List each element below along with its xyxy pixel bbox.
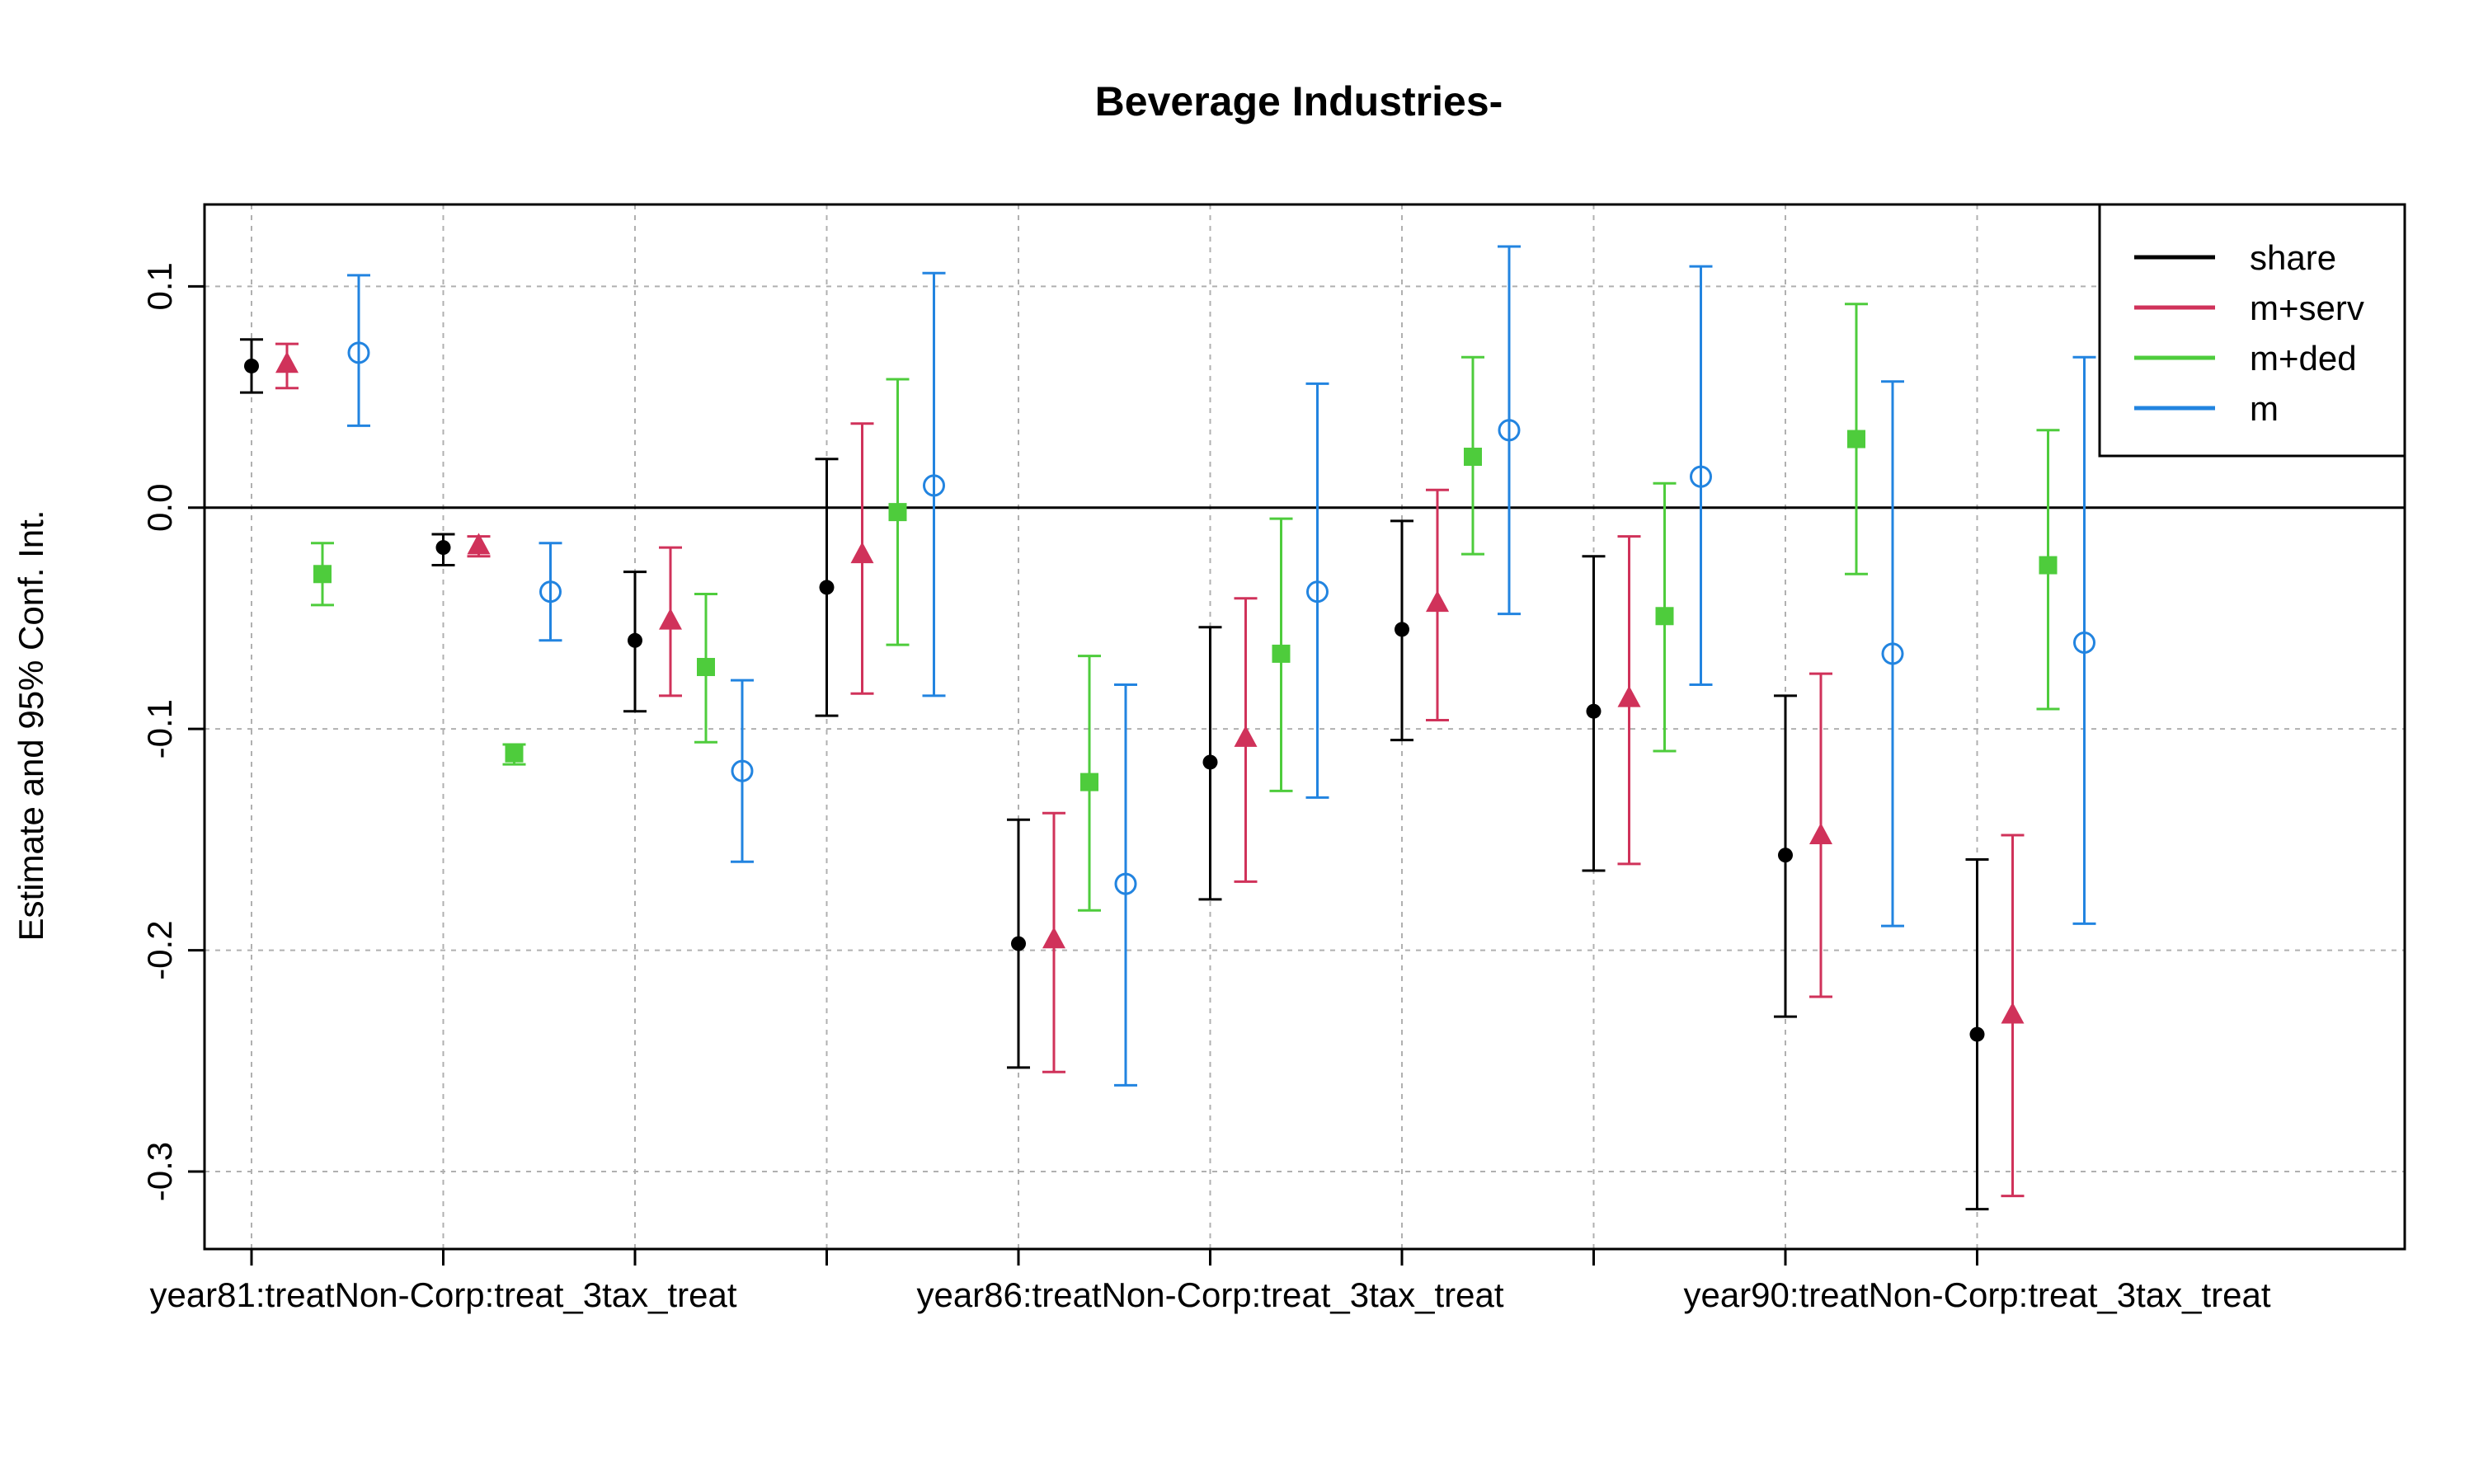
series-m-ded xyxy=(311,303,2060,912)
series-m xyxy=(347,245,2096,1087)
point-marker xyxy=(539,580,562,603)
legend-item-share: share xyxy=(2134,238,2336,277)
y-tick-label: -0.2 xyxy=(140,920,179,979)
legend-item-m: m xyxy=(2134,389,2279,428)
point-marker xyxy=(697,658,715,677)
point-marker xyxy=(923,474,945,497)
point-marker xyxy=(505,744,524,763)
point-marker xyxy=(1234,725,1258,747)
y-tick-label: 0.1 xyxy=(140,262,179,310)
point-marker xyxy=(2073,631,2095,654)
point-marker xyxy=(1011,936,1026,951)
point-marker xyxy=(1306,580,1329,603)
point-marker xyxy=(1586,703,1602,719)
point-marker xyxy=(850,542,874,564)
point-marker xyxy=(1778,848,1793,863)
point-marker xyxy=(275,351,299,373)
point-marker xyxy=(467,533,491,555)
legend-item-m-ded: m+ded xyxy=(2134,339,2357,378)
point-marker xyxy=(2001,1002,2025,1024)
point-marker xyxy=(347,341,370,364)
point-marker xyxy=(1809,823,1832,845)
point-marker xyxy=(1042,927,1065,949)
point-marker xyxy=(659,608,682,630)
point-marker xyxy=(888,503,907,522)
point-marker xyxy=(1690,465,1712,488)
grid-layer xyxy=(205,204,2405,1249)
y-tick-label: -0.1 xyxy=(140,699,179,758)
chart-title: Beverage Industries- xyxy=(1095,78,1503,124)
point-marker xyxy=(731,759,754,782)
point-marker xyxy=(1847,430,1865,448)
legend: share m+serv m+ded m xyxy=(2098,203,2406,458)
point-marker xyxy=(628,632,642,648)
legend-label: m xyxy=(2250,389,2279,428)
point-marker xyxy=(1464,448,1482,467)
point-marker xyxy=(1969,1026,1985,1042)
y-tick-label: -0.3 xyxy=(140,1142,179,1201)
legend-label: m+ded xyxy=(2250,339,2357,378)
x-tick-label: year81:treatNon-Corp:treat_3tax_treat xyxy=(149,1275,736,1314)
point-marker xyxy=(1881,642,1904,665)
point-marker xyxy=(244,358,259,373)
point-marker xyxy=(2039,556,2058,575)
point-marker xyxy=(1617,685,1641,707)
axis-layer: 0.1 0.0 -0.1 -0.2 -0.3 year81:treatNon-Corp:t… xyxy=(140,203,2406,1314)
legend-item-m-serv: m+serv xyxy=(2134,289,2364,327)
x-tick-label: year90:treatNon-Corp:treat_3tax_treat xyxy=(1683,1275,2270,1314)
point-marker xyxy=(819,580,835,595)
series-layer xyxy=(240,245,2096,1211)
legend-box xyxy=(2098,203,2406,458)
plot-frame xyxy=(203,203,2406,1251)
y-axis-title: Estimate and 95% Conf. Int. xyxy=(12,510,50,942)
point-marker xyxy=(1272,644,1291,663)
x-tick-label: year86:treatNon-Corp:treat_3tax_treat xyxy=(916,1275,1503,1314)
point-marker xyxy=(1114,872,1137,895)
point-marker xyxy=(1080,773,1098,791)
series-m-serv xyxy=(275,342,2025,1198)
point-marker xyxy=(1655,607,1674,626)
point-marker xyxy=(313,565,332,584)
point-marker xyxy=(1426,590,1449,613)
y-tick-label: 0.0 xyxy=(140,484,179,532)
series-share xyxy=(240,338,1989,1211)
legend-label: share xyxy=(2250,238,2336,277)
point-marker xyxy=(1395,622,1409,637)
point-marker xyxy=(1498,419,1521,442)
point-marker xyxy=(435,540,451,556)
legend-label: m+serv xyxy=(2250,289,2364,327)
point-marker xyxy=(1202,754,1218,770)
